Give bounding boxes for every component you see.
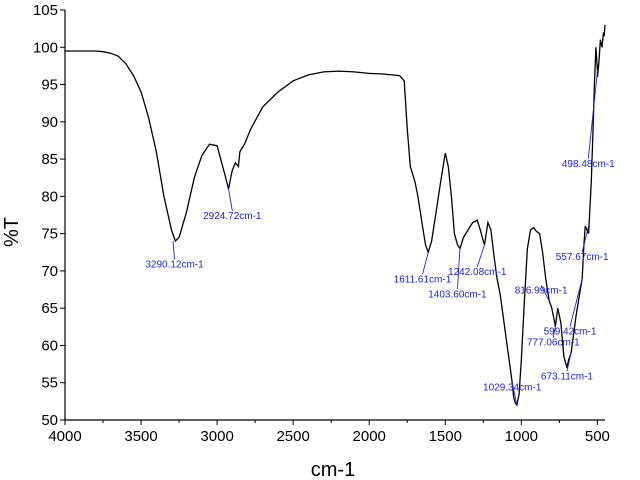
y-tick-label: 105 [33, 2, 58, 19]
peak-label: 816.99cm-1 [515, 286, 568, 297]
x-tick-label: 3000 [200, 428, 233, 445]
y-axis-ticks: 50 55 60 65 70 75 80 85 90 95 100 105 [33, 2, 65, 429]
peak-leader-line [552, 326, 556, 338]
spectrum-line [65, 24, 606, 407]
peak-label: 1242.08cm-1 [448, 267, 507, 278]
peak-label: 777.06cm-1 [527, 338, 580, 349]
y-tick-label: 60 [41, 337, 58, 354]
peak-leader-line [511, 382, 518, 406]
x-tick-label: 3500 [124, 428, 157, 445]
peak-label: 2924.72cm-1 [203, 211, 262, 222]
peak-label: 599.42cm-1 [544, 327, 597, 338]
x-axis-title: cm-1 [311, 459, 355, 480]
y-tick-label: 75 [41, 226, 58, 243]
peak-leader-line [172, 241, 175, 260]
x-tick-label: 500 [585, 428, 610, 445]
peak-leader-line [422, 252, 429, 275]
y-tick-label: 55 [41, 375, 58, 392]
peak-label: 1029.34cm-1 [483, 382, 542, 393]
axes [64, 10, 605, 421]
peak-leader-line [581, 226, 590, 253]
peak-leader-line [587, 69, 599, 159]
x-tick-label: 2500 [276, 428, 309, 445]
y-tick-label: 85 [41, 151, 58, 168]
peak-leader-line [476, 244, 485, 268]
y-tick-label: 80 [41, 188, 58, 205]
peak-label: 673.11cm-1 [541, 371, 594, 382]
peak-label: 1611.61cm-1 [394, 274, 452, 285]
x-tick-label: 4000 [48, 428, 81, 445]
x-axis-ticks: 4000 3500 3000 2500 2000 1500 1000 500 [48, 420, 610, 445]
peak-leader-line [228, 188, 233, 212]
y-tick-label: 50 [41, 412, 58, 429]
y-axis-title: %T [1, 217, 23, 247]
peak-leader-line [566, 352, 572, 372]
y-tick-label: 95 [41, 77, 58, 94]
peak-label: 3290.12cm-1 [145, 259, 204, 270]
peak-leader-line [540, 285, 550, 301]
peak-label: 557.67cm-1 [556, 252, 609, 263]
peak-label: 498.48cm-1 [562, 159, 615, 170]
peak-leader-line [457, 248, 461, 290]
peak-annotations: 3290.12cm-1 2924.72cm-1 1611.61cm-1 1403.60… [145, 69, 615, 406]
x-tick-label: 2000 [353, 428, 386, 445]
peak-label: 1403.60cm-1 [428, 289, 487, 300]
y-tick-label: 90 [41, 114, 58, 131]
y-tick-label: 65 [41, 300, 58, 317]
x-tick-label: 1500 [429, 428, 462, 445]
y-tick-label: 100 [33, 39, 58, 56]
x-tick-label: 1000 [505, 428, 538, 445]
y-tick-label: 70 [41, 263, 58, 280]
peak-leader-line [569, 278, 583, 327]
